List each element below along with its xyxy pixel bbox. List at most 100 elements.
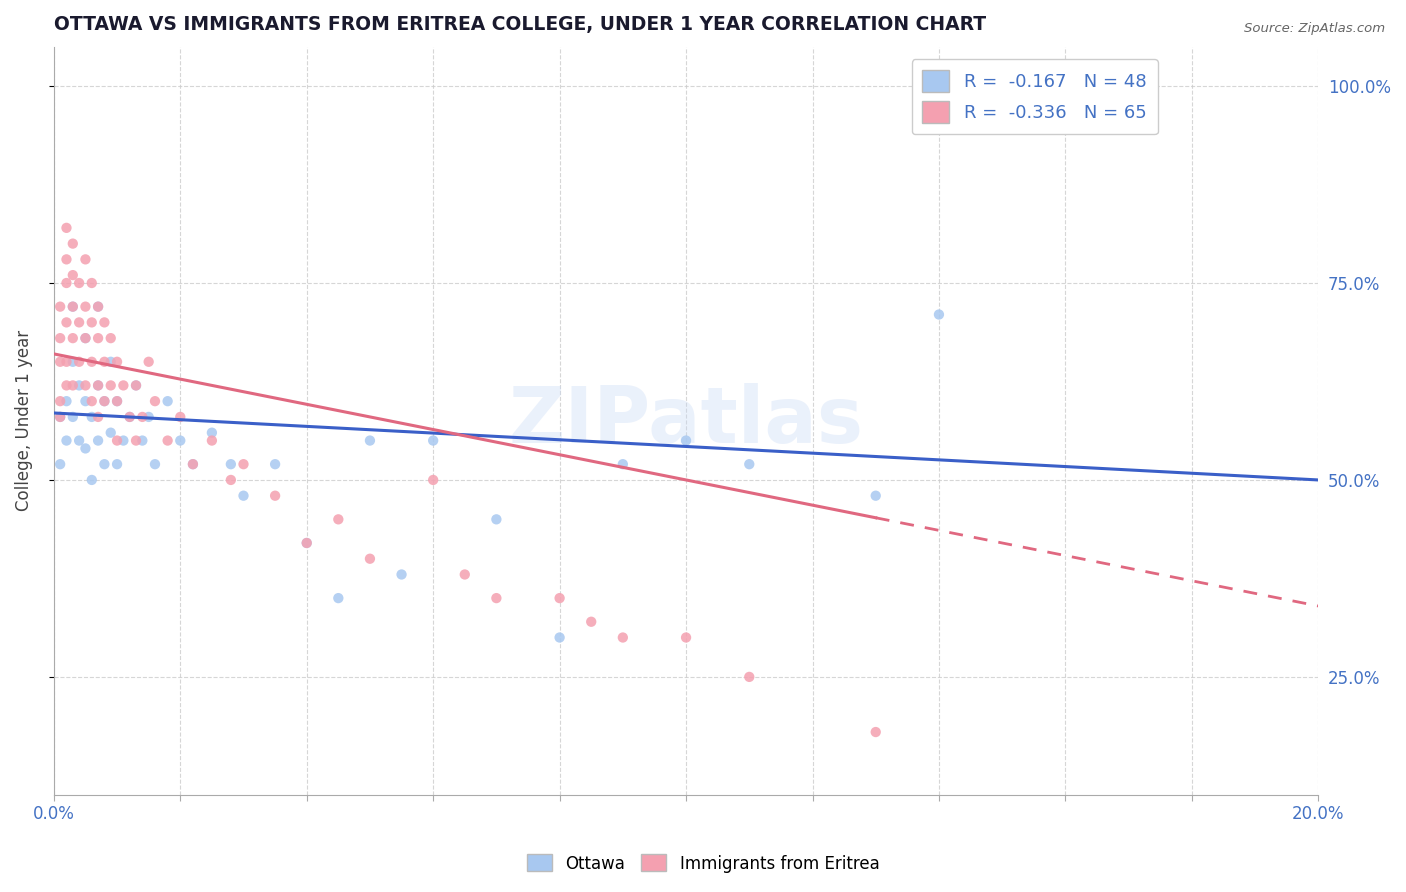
- Point: [62, 355, 84, 369]
- Point: [49, 409, 72, 424]
- Point: [62, 236, 84, 251]
- Point: [80, 473, 103, 487]
- Point: [112, 378, 135, 392]
- Point: [219, 457, 242, 471]
- Point: [359, 434, 381, 448]
- Point: [105, 394, 128, 409]
- Point: [485, 512, 508, 526]
- Point: [738, 457, 761, 471]
- Point: [55, 378, 77, 392]
- Point: [87, 434, 110, 448]
- Point: [75, 394, 97, 409]
- Point: [232, 489, 254, 503]
- Point: [87, 409, 110, 424]
- Point: [138, 409, 160, 424]
- Point: [579, 615, 602, 629]
- Point: [201, 434, 224, 448]
- Point: [112, 434, 135, 448]
- Point: [125, 434, 148, 448]
- Point: [548, 631, 571, 645]
- Point: [49, 331, 72, 345]
- Point: [422, 434, 444, 448]
- Point: [93, 457, 115, 471]
- Point: [55, 276, 77, 290]
- Point: [87, 300, 110, 314]
- Point: [105, 355, 128, 369]
- Y-axis label: College, Under 1 year: College, Under 1 year: [15, 330, 32, 511]
- Point: [181, 457, 204, 471]
- Point: [675, 434, 697, 448]
- Point: [62, 300, 84, 314]
- Text: OTTAWA VS IMMIGRANTS FROM ERITREA COLLEGE, UNDER 1 YEAR CORRELATION CHART: OTTAWA VS IMMIGRANTS FROM ERITREA COLLEG…: [53, 15, 986, 34]
- Point: [49, 409, 72, 424]
- Point: [55, 434, 77, 448]
- Point: [80, 355, 103, 369]
- Point: [169, 434, 191, 448]
- Point: [93, 315, 115, 329]
- Point: [219, 473, 242, 487]
- Point: [67, 378, 90, 392]
- Legend: R =  -0.167   N = 48, R =  -0.336   N = 65: R = -0.167 N = 48, R = -0.336 N = 65: [911, 60, 1157, 134]
- Point: [454, 567, 477, 582]
- Point: [49, 457, 72, 471]
- Point: [80, 394, 103, 409]
- Point: [156, 434, 179, 448]
- Point: [62, 268, 84, 282]
- Point: [391, 567, 413, 582]
- Point: [865, 489, 887, 503]
- Point: [75, 252, 97, 267]
- Point: [67, 315, 90, 329]
- Point: [100, 355, 122, 369]
- Point: [125, 378, 148, 392]
- Point: [67, 276, 90, 290]
- Point: [80, 315, 103, 329]
- Point: [675, 631, 697, 645]
- Point: [201, 425, 224, 440]
- Point: [181, 457, 204, 471]
- Point: [143, 394, 166, 409]
- Point: [359, 551, 381, 566]
- Point: [55, 220, 77, 235]
- Point: [87, 331, 110, 345]
- Point: [422, 473, 444, 487]
- Point: [131, 409, 153, 424]
- Point: [62, 409, 84, 424]
- Point: [55, 252, 77, 267]
- Point: [105, 434, 128, 448]
- Point: [62, 331, 84, 345]
- Point: [75, 300, 97, 314]
- Point: [328, 591, 350, 606]
- Point: [131, 434, 153, 448]
- Point: [100, 378, 122, 392]
- Point: [264, 489, 287, 503]
- Point: [138, 355, 160, 369]
- Point: [67, 434, 90, 448]
- Point: [328, 512, 350, 526]
- Point: [264, 457, 287, 471]
- Point: [62, 300, 84, 314]
- Point: [232, 457, 254, 471]
- Point: [80, 276, 103, 290]
- Point: [75, 442, 97, 456]
- Point: [105, 394, 128, 409]
- Point: [118, 409, 141, 424]
- Text: Source: ZipAtlas.com: Source: ZipAtlas.com: [1244, 22, 1385, 36]
- Point: [93, 394, 115, 409]
- Point: [87, 378, 110, 392]
- Point: [295, 536, 318, 550]
- Point: [49, 394, 72, 409]
- Point: [485, 591, 508, 606]
- Point: [105, 457, 128, 471]
- Point: [80, 409, 103, 424]
- Point: [87, 378, 110, 392]
- Point: [49, 300, 72, 314]
- Point: [75, 378, 97, 392]
- Point: [75, 331, 97, 345]
- Point: [55, 394, 77, 409]
- Point: [49, 355, 72, 369]
- Point: [87, 300, 110, 314]
- Point: [100, 331, 122, 345]
- Text: ZIPatlas: ZIPatlas: [509, 383, 863, 458]
- Point: [928, 308, 950, 322]
- Point: [865, 725, 887, 739]
